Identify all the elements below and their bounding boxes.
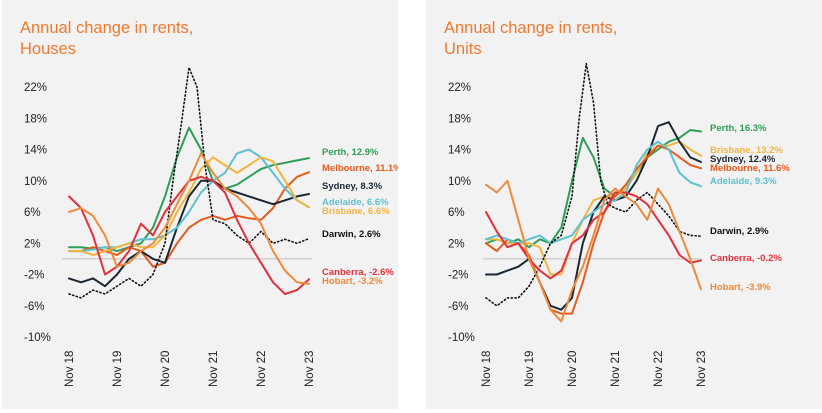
end-label-melbourne: Melbourne, 11.6% [710, 163, 790, 174]
houses-line-chart: 22% 18% 14% 10% 6% 2% -2% -6% -10% Nov 18 Nov 19 No… [24, 66, 398, 387]
y-tick-label: 22% [24, 82, 47, 94]
end-label-perth: Perth, 12.9% [322, 147, 379, 158]
x-tick-label: Nov 22 [653, 351, 665, 387]
series-line-canberra [485, 191, 702, 280]
houses-chart-panel: Annual change in rents, Houses 22% 18% 14%… [2, 0, 398, 409]
end-label-canberra: Canberra, -2.6% [322, 267, 394, 278]
chart-title-line1: Annual change in rents, [444, 19, 618, 37]
end-label-adelaide: Adelaide, 6.6% [322, 197, 389, 208]
y-tick-label: 10% [24, 176, 47, 188]
series-line-brisbane [485, 140, 702, 276]
series-line-perth [68, 126, 310, 253]
series-line-brisbane [68, 156, 310, 256]
series-line-melbourne [485, 144, 702, 315]
x-tick-label: Nov 19 [112, 351, 124, 387]
chart-subtitle: Houses [20, 40, 76, 58]
y-tick-label: -6% [24, 301, 44, 313]
y-tick-label: 18% [448, 113, 471, 125]
series-line-melbourne [68, 171, 310, 268]
end-label-brisbane: Brisbane, 13.2% [710, 145, 783, 156]
x-tick-label: Nov 22 [256, 351, 268, 387]
x-tick-label: Nov 18 [481, 351, 493, 387]
end-label-darwin: Darwin, 2.6% [322, 229, 381, 240]
y-tick-label: 2% [448, 238, 465, 250]
x-tick-label: Nov 20 [567, 351, 579, 387]
end-label-hobart: Hobart, -3.2% [322, 276, 383, 287]
y-tick-label: 14% [448, 145, 471, 157]
y-tick-label: -10% [448, 332, 475, 344]
chart-subtitle: Units [444, 40, 482, 58]
end-label-melbourne: Melbourne, 11.1% [322, 163, 398, 174]
x-tick-label: Nov 21 [610, 351, 622, 387]
y-tick-label: 2% [24, 238, 41, 250]
x-tick-label: Nov 23 [304, 351, 316, 387]
y-tick-label: 14% [24, 145, 47, 157]
end-label-hobart: Hobart, -3.9% [710, 282, 771, 293]
x-tick-label: Nov 19 [524, 351, 536, 387]
end-label-canberra: Canberra, -0.2% [710, 253, 782, 264]
series-line-hobart [68, 152, 310, 285]
series-line-sydney [68, 179, 310, 288]
end-label-sydney: Sydney, 8.3% [322, 181, 383, 192]
x-tick-label: Nov 20 [160, 351, 172, 387]
y-tick-label: 22% [448, 82, 471, 94]
chart-title-line1: Annual change in rents, [20, 19, 194, 37]
y-tick-label: -2% [24, 270, 44, 282]
chart-title: Annual change in rents, Houses [20, 18, 193, 60]
y-tick-label: 6% [24, 207, 41, 219]
y-tick-label: 10% [448, 176, 471, 188]
y-tick-label: -2% [448, 270, 468, 282]
units-line-chart: 22% 18% 14% 10% 6% 2% -2% -6% -10% Nov 18 Nov 19 No… [448, 62, 790, 387]
series-line-perth [485, 129, 702, 249]
series-line-darwin [68, 66, 310, 299]
end-label-sydney: Sydney, 12.4% [710, 154, 776, 165]
end-label-brisbane: Brisbane, 6.6% [322, 206, 390, 217]
x-tick-label: Nov 21 [208, 351, 220, 387]
end-label-adelaide: Adelaide, 9.3% [710, 176, 777, 187]
series-line-hobart [485, 179, 702, 323]
units-chart-panel: Annual change in rents, Units 22% 18% 14% 1… [426, 0, 822, 409]
x-tick-label: Nov 23 [696, 351, 708, 387]
y-tick-label: 6% [448, 207, 465, 219]
end-label-darwin: Darwin, 2.9% [710, 226, 769, 237]
y-tick-label: -10% [24, 332, 51, 344]
series-line-darwin [485, 62, 702, 307]
series-line-adelaide [485, 140, 702, 245]
y-tick-label: 18% [24, 113, 47, 125]
y-tick-label: -6% [448, 301, 468, 313]
x-tick-label: Nov 18 [64, 351, 76, 387]
end-label-perth: Perth, 16.3% [710, 123, 767, 134]
chart-title: Annual change in rents, Units [444, 18, 617, 60]
